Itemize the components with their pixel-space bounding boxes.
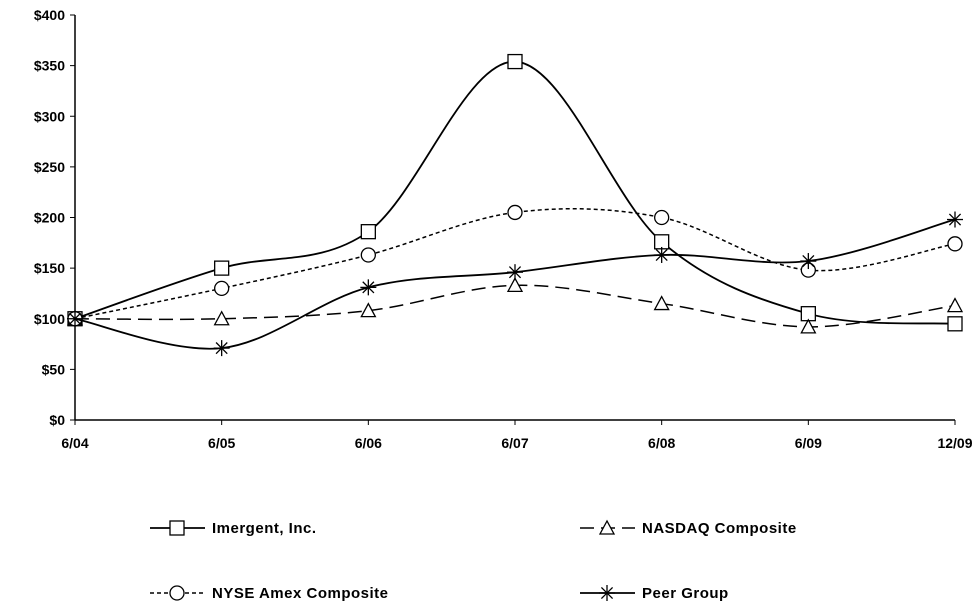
star-stroke	[215, 342, 228, 355]
legend-marker	[169, 520, 185, 536]
data-point-nasdaq-composite	[653, 295, 670, 311]
data-point-nyse-amex-composite	[507, 204, 523, 221]
data-point-peer-group	[653, 246, 670, 263]
legend-item-nasdaq-composite: NASDAQ Composite	[580, 519, 797, 537]
series-imergent-inc	[67, 53, 963, 332]
legend: Imergent, Inc. NASDAQ Composite NYSE Amex …	[150, 519, 797, 602]
data-point-imergent-inc	[654, 234, 670, 250]
legend-item-imergent-inc: Imergent, Inc.	[150, 520, 317, 537]
star-stroke	[802, 254, 815, 268]
y-tick-label: $300	[34, 108, 65, 124]
series-nasdaq-composite	[66, 276, 964, 334]
x-tick-label: 6/05	[208, 435, 235, 451]
legend-label: Imergent, Inc.	[212, 520, 317, 537]
x-tick-label: 6/04	[61, 435, 88, 451]
data-point-peer-group	[213, 340, 230, 357]
data-point-nyse-amex-composite	[947, 236, 963, 252]
data-point-imergent-inc	[947, 316, 963, 332]
legend-marker	[599, 585, 615, 601]
axes: $0 $50 $100 $150 $200 $250 $300 $350 $400 6/04 6/0…	[34, 7, 973, 451]
data-point-nasdaq-composite	[506, 276, 524, 292]
legend-marker	[598, 519, 616, 535]
y-tick-label: $200	[34, 210, 65, 226]
star-stroke	[655, 248, 668, 262]
legend-item-nyse-amex-composite: NYSE Amex Composite	[150, 585, 389, 602]
data-point-imergent-inc	[507, 53, 523, 70]
data-point-peer-group	[360, 279, 377, 296]
y-tick-label: $100	[34, 311, 65, 327]
legend-label: Peer Group	[642, 585, 729, 602]
data-point-nasdaq-composite	[946, 297, 964, 313]
data-point-nyse-amex-composite	[214, 280, 230, 297]
legend-item-peer-group: Peer Group	[580, 585, 729, 602]
y-tick-label: $250	[34, 159, 65, 175]
y-tick-label: $350	[34, 58, 65, 74]
star-stroke	[600, 586, 614, 600]
series-peer-group	[67, 211, 963, 357]
y-tick-label: $400	[34, 7, 65, 23]
x-tick-label: 6/06	[355, 435, 382, 451]
data-point-imergent-inc	[214, 260, 230, 276]
y-tick-label: $0	[49, 412, 65, 428]
y-tick-label: $50	[42, 361, 66, 377]
star-stroke	[508, 266, 522, 279]
series-layer	[66, 53, 964, 357]
data-point-peer-group	[947, 211, 963, 228]
x-tick-label: 6/09	[795, 435, 822, 451]
x-tick-label: 6/08	[648, 435, 675, 451]
series-line-nyse-amex-composite	[74, 208, 956, 320]
star-stroke	[362, 281, 375, 294]
y-tick-label: $150	[34, 260, 65, 276]
legend-label: NASDAQ Composite	[642, 520, 797, 537]
data-point-peer-group	[800, 253, 817, 270]
star-stroke	[948, 213, 962, 226]
data-point-peer-group	[507, 264, 523, 281]
data-point-peer-group	[67, 310, 83, 327]
data-point-nyse-amex-composite	[360, 247, 376, 263]
x-tick-label: 12/09	[937, 435, 972, 451]
data-point-nasdaq-composite	[800, 318, 817, 334]
data-point-nasdaq-composite	[360, 302, 377, 318]
star-stroke	[68, 312, 82, 325]
legend-marker	[169, 585, 185, 601]
data-point-nyse-amex-composite	[654, 209, 670, 226]
legend-label: NYSE Amex Composite	[212, 585, 389, 602]
data-point-imergent-inc	[360, 224, 376, 240]
data-point-nasdaq-composite	[213, 310, 230, 326]
x-tick-label: 6/07	[501, 435, 528, 451]
